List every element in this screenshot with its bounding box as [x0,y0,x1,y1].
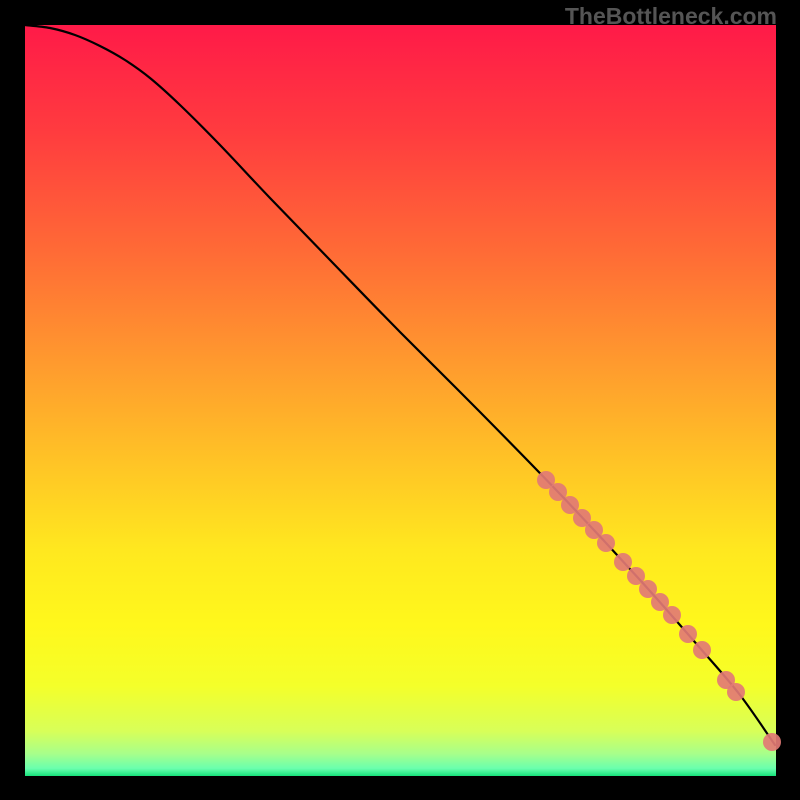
curve-marker [597,534,615,552]
curve-marker [693,641,711,659]
curve-marker [663,606,681,624]
curve-line [25,25,775,745]
curve-marker [763,733,781,751]
curve-marker [727,683,745,701]
curve-marker [679,625,697,643]
curve-marker [614,553,632,571]
chart-overlay [0,0,800,800]
curve-markers [537,471,781,751]
chart-stage: TheBottleneck.com [0,0,800,800]
